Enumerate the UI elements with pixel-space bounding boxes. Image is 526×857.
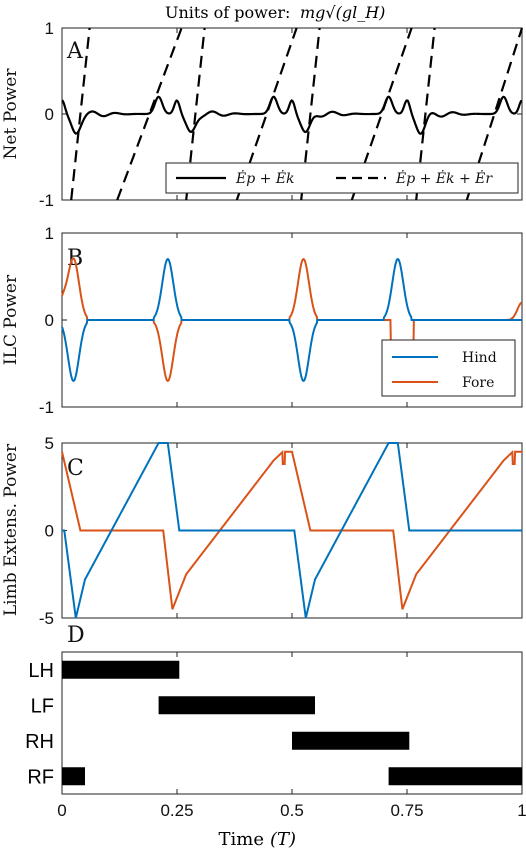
x-tick-label: 0	[57, 801, 66, 820]
legend-entry-fore: Fore	[462, 375, 494, 391]
y-tick-label: -1	[39, 191, 54, 210]
y-tick-label: 5	[45, 434, 54, 453]
y-tick-label: 1	[45, 19, 54, 38]
x-tick-label: 0.25	[160, 801, 193, 820]
x-tick-label: 0.5	[280, 801, 304, 820]
y-tick-label: 0	[45, 311, 54, 330]
panel-a-ylabel: Net Power	[1, 68, 21, 160]
panel-a-letter: A	[66, 39, 84, 64]
row-label-rf: RF	[27, 766, 54, 788]
legend-entry-solid: Ėp + Ėk	[235, 169, 295, 187]
dashed-ramp-segment	[116, 27, 183, 201]
stance-bar-rf	[62, 767, 85, 786]
series-fore-extension-line	[61, 449, 522, 610]
y-tick-label: 1	[45, 224, 54, 243]
stance-bar-lf	[158, 696, 315, 715]
row-label-lf: LF	[31, 695, 54, 717]
legend-entry-dashed: Ėp + Ėk + Ėr	[395, 169, 493, 187]
panel-b-legend: Hind Fore	[381, 339, 516, 397]
panel-d-letter: D	[67, 623, 85, 648]
panel-c-ticks: -5 0 5	[39, 434, 523, 628]
panel-b-ylabel: ILC Power	[1, 274, 21, 365]
panel-a-legend: Ėp + Ėk Ėp + Ėk + Ėr	[165, 162, 519, 194]
panel-d: D LH LF RH RF0 0.25 0.5 0.75 1 Time (T)	[25, 623, 526, 850]
gait-bars	[62, 660, 522, 786]
panel-b: -101 B ILC Power Hind Fore	[1, 224, 523, 417]
panel-c-letter: C	[67, 456, 84, 481]
panel-c-ylabel: Limb Extens. Power	[1, 443, 21, 616]
stance-bar-rf	[388, 767, 522, 786]
top-title-math: mg√(gl_H)	[300, 3, 385, 22]
series-hind-extension-line	[62, 442, 522, 619]
panel-a-ticks: -1 0 1	[39, 19, 523, 210]
series-hind-line	[61, 258, 522, 382]
y-tick-label: -5	[39, 609, 54, 628]
y-tick-label: -1	[39, 398, 54, 417]
y-tick-label: 0	[45, 522, 54, 541]
x-tick-label: 0.75	[390, 801, 423, 820]
row-label-lh: LH	[28, 660, 54, 682]
panel-c: -5 0 5 C Limb Extens. Power	[1, 434, 523, 628]
y-tick-label: 0	[45, 105, 54, 124]
x-axis-label: Time (T)	[219, 829, 297, 850]
panel-d-ticks: LH LF RH RF0 0.25 0.5 0.75 1	[25, 652, 526, 820]
legend-box	[381, 339, 516, 397]
stance-bar-lh	[62, 660, 180, 679]
row-label-rh: RH	[25, 731, 54, 753]
legend-entry-hind: Hind	[462, 350, 497, 366]
stance-bar-rh	[292, 731, 410, 750]
x-axis-label-unit: (T)	[270, 829, 296, 850]
series-net-power-line	[61, 95, 523, 135]
top-title: Units of power:	[165, 3, 290, 22]
panel-a: -1 0 1 A Net Power Ėp + Ėk Ėp + Ėk + Ėr	[1, 19, 524, 210]
x-axis-label-text: Time	[219, 829, 264, 850]
dashed-ramp-segment	[70, 27, 91, 201]
x-tick-label: 1	[517, 801, 526, 820]
